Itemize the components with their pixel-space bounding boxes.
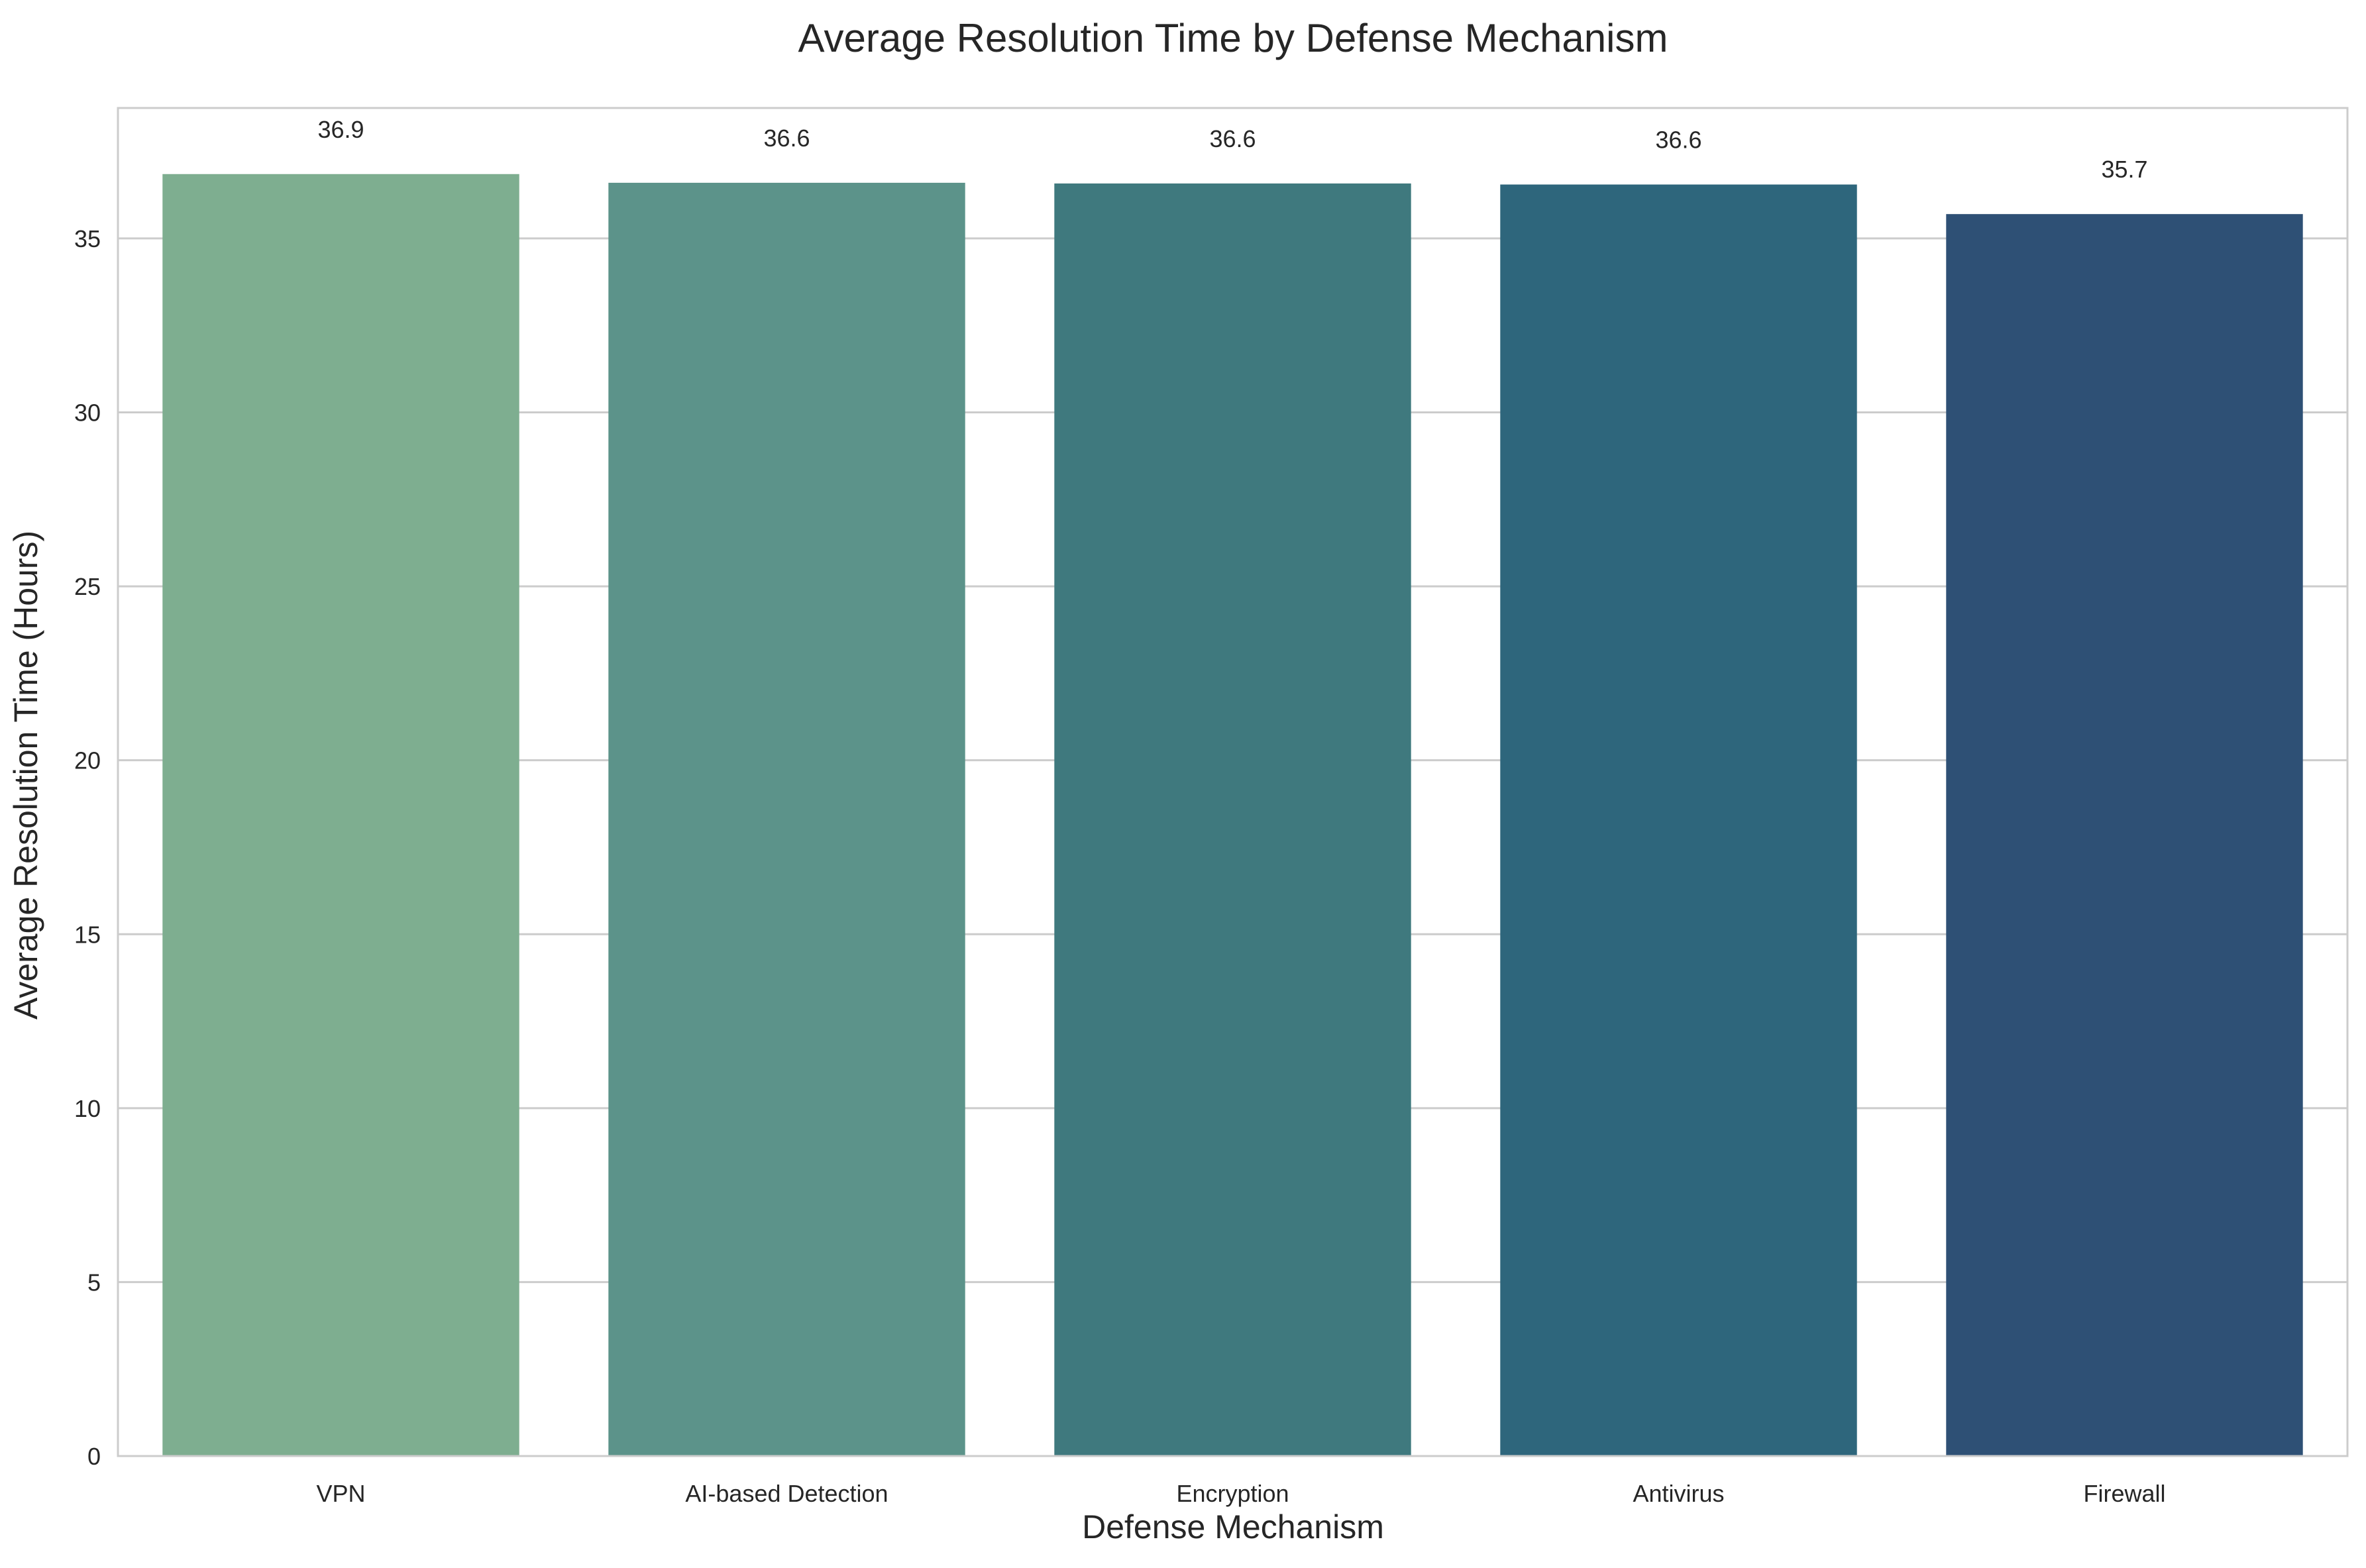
plot-frame [117, 107, 2349, 1457]
x-tick-label: VPN [316, 1480, 365, 1507]
x-tick-labels: VPN AI-based Detection Encryption Antivirus… [316, 1480, 2165, 1507]
x-tick-label: Firewall [2083, 1480, 2165, 1507]
bar [1500, 184, 1857, 1456]
data-label: 36.6 [1655, 127, 1701, 154]
y-tick-label: 20 [74, 747, 101, 774]
data-label: 35.7 [2101, 156, 2147, 183]
x-tick-label: Antivirus [1633, 1480, 1724, 1507]
y-tick-label: 10 [74, 1095, 101, 1122]
x-tick-label: AI-based Detection [685, 1480, 888, 1507]
x-tick-label: Encryption [1176, 1480, 1289, 1507]
x-axis-label: Defense Mechanism [1082, 1508, 1384, 1545]
y-axis-label: Average Resolution Time (Hours) [7, 531, 44, 1019]
bar [162, 174, 519, 1456]
data-labels: 36.9 36.6 36.6 36.6 35.7 [317, 116, 2147, 183]
y-tick-label: 30 [74, 399, 101, 427]
bars [162, 174, 2303, 1457]
bar [608, 182, 965, 1456]
y-tick-label: 15 [74, 921, 101, 948]
data-label: 36.9 [317, 116, 364, 143]
data-label: 36.6 [763, 125, 810, 152]
y-tick-label: 5 [87, 1269, 101, 1296]
y-tick-label: 25 [74, 573, 101, 600]
bar [1946, 214, 2303, 1456]
y-tick-label: 35 [74, 225, 101, 252]
bar [1054, 183, 1411, 1457]
y-tick-labels: 0 5 10 15 20 25 30 35 [74, 225, 101, 1470]
chart-title: Average Resolution Time by Defense Mecha… [798, 16, 1668, 60]
data-label: 36.6 [1209, 125, 1256, 152]
y-tick-label: 0 [87, 1443, 101, 1470]
